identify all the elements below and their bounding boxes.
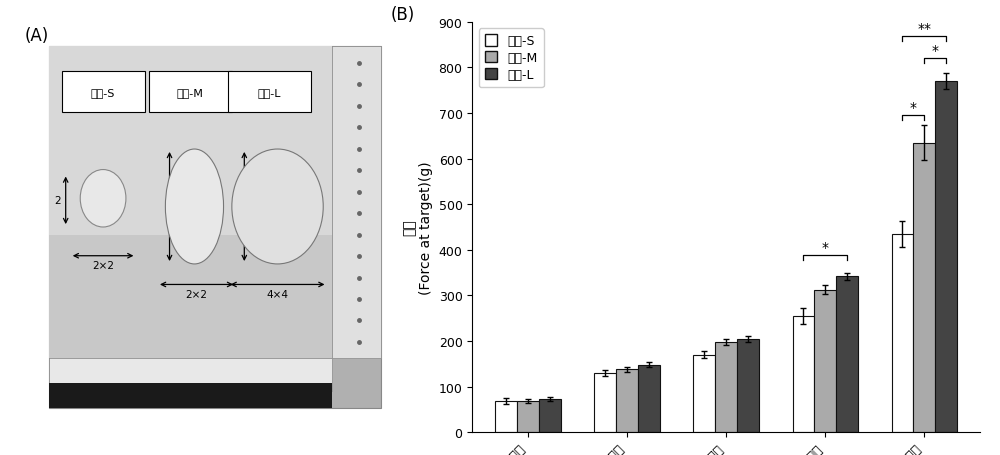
Bar — [935, 82, 957, 432]
Text: 粘土-L: 粘土-L — [257, 87, 281, 97]
Bar — [715, 342, 737, 432]
Bar — [49, 359, 332, 391]
Bar — [228, 72, 311, 113]
Bar — [49, 47, 381, 408]
Bar — [892, 234, 913, 432]
Text: (B): (B) — [391, 6, 415, 24]
Bar — [594, 373, 616, 432]
Text: *: * — [822, 241, 829, 255]
Bar — [517, 401, 539, 432]
Bar — [62, 72, 145, 113]
Bar — [793, 316, 814, 432]
Ellipse shape — [80, 170, 126, 228]
Bar — [49, 47, 332, 359]
Bar — [149, 72, 232, 113]
Bar — [332, 47, 381, 359]
Text: 2×2: 2×2 — [92, 260, 114, 270]
Legend: 粘土-S, 粘土-M, 粘土-L: 粘土-S, 粘土-M, 粘土-L — [479, 29, 544, 88]
Bar — [638, 365, 660, 432]
Text: 4×4: 4×4 — [267, 289, 289, 299]
Bar — [49, 47, 332, 236]
Bar — [836, 277, 858, 432]
Text: 2: 2 — [54, 196, 61, 206]
Bar — [737, 339, 759, 432]
Text: **: ** — [917, 22, 931, 36]
Text: 2×2: 2×2 — [186, 289, 208, 299]
Text: *: * — [910, 101, 917, 115]
Bar — [539, 399, 561, 432]
Bar — [693, 355, 715, 432]
Text: 粘土-S: 粘土-S — [91, 87, 115, 97]
Bar — [49, 383, 332, 408]
Y-axis label: 阻力
(Force at target)(g): 阻力 (Force at target)(g) — [403, 161, 433, 294]
Ellipse shape — [165, 150, 224, 264]
Text: 粘土-M: 粘土-M — [177, 87, 204, 97]
Ellipse shape — [232, 150, 323, 264]
Bar — [814, 290, 836, 432]
Bar — [616, 369, 638, 432]
Bar — [913, 143, 935, 432]
Text: 7: 7 — [257, 178, 263, 188]
Text: *: * — [932, 44, 939, 58]
Bar — [495, 401, 517, 432]
Text: (A): (A) — [24, 27, 48, 45]
Text: 7: 7 — [182, 178, 189, 188]
